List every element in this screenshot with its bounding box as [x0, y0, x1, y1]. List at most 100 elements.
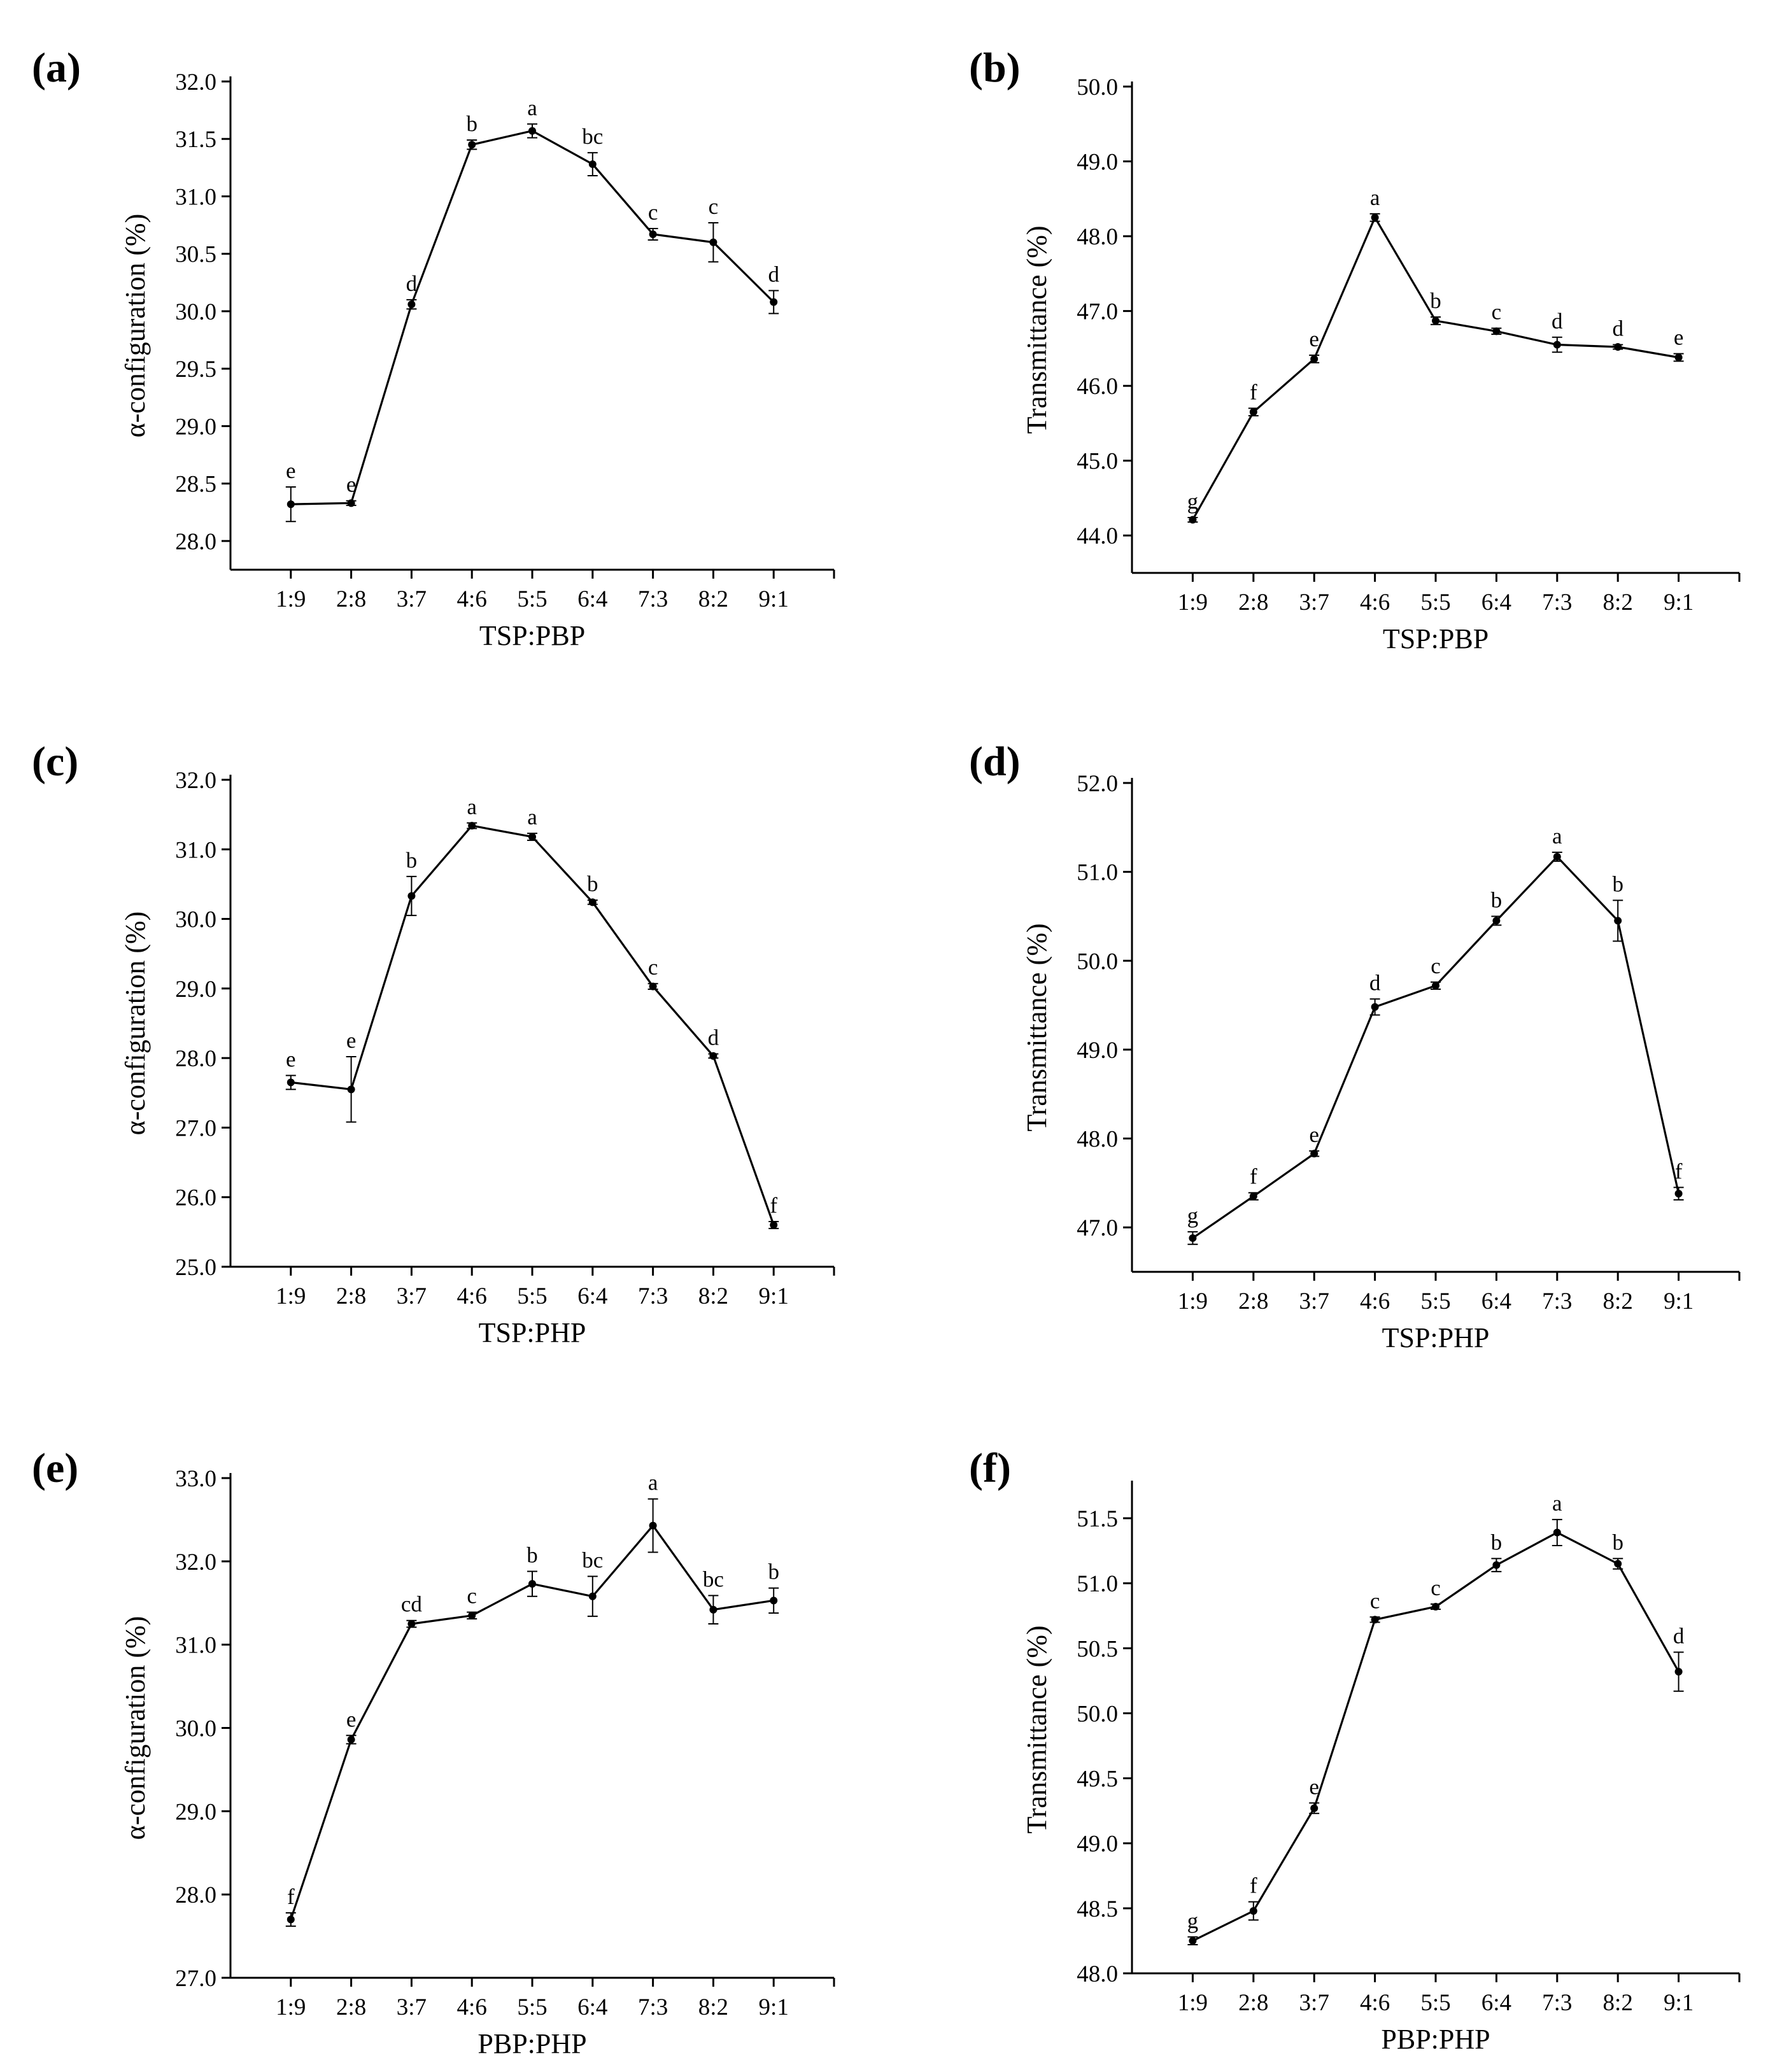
y-axis-title: α-configuration (%) [120, 912, 151, 1136]
data-point [1371, 213, 1379, 222]
x-tick-label: 4:6 [457, 586, 487, 612]
significance-label: e [1309, 1122, 1319, 1147]
x-tick-label: 9:1 [759, 1994, 789, 2020]
x-tick-label: 6:4 [1482, 589, 1511, 616]
significance-label: f [287, 1884, 295, 1909]
significance-label: a [1552, 824, 1562, 849]
data-point [770, 1221, 778, 1229]
x-tick-label: 9:1 [759, 586, 789, 612]
y-tick-label: 49.5 [1077, 1766, 1118, 1793]
significance-label: c [1492, 300, 1502, 325]
x-tick-label: 5:5 [1420, 1990, 1450, 2016]
data-point [1553, 852, 1561, 861]
data-point [1674, 1190, 1683, 1198]
x-tick-label: 1:9 [276, 586, 306, 612]
significance-label: e [1674, 325, 1684, 350]
y-tick-label: 33.0 [175, 1466, 216, 1492]
panel-f: (f) 48.0 48.5 49.0 49.5 50.0 50.5 51.0 51.5 1:9 2:… [969, 1445, 1741, 2055]
x-tick-label: 6:4 [1482, 1288, 1511, 1314]
significance-label: e [286, 1047, 296, 1071]
x-tick-label: 1:9 [276, 1994, 306, 2020]
data-point [407, 892, 416, 900]
x-axis-title: PBP:PHP [1381, 2024, 1490, 2055]
significance-label: e [1309, 1774, 1319, 1799]
x-tick-label: 5:5 [517, 1994, 547, 2020]
significance-label: d [1369, 970, 1381, 995]
x-axis-title: TSP:PHP [1382, 1322, 1490, 1353]
panel-label: (c) [32, 738, 78, 785]
panel-label: (f) [969, 1445, 1011, 1491]
x-axis-title: PBP:PHP [477, 2028, 586, 2059]
data-point [1614, 917, 1622, 925]
panel-label: (b) [969, 45, 1021, 91]
data-point [1249, 408, 1257, 416]
significance-label: b [1491, 1530, 1503, 1554]
y-tick-label: 48.0 [1077, 1961, 1118, 1987]
y-tick-label: 50.0 [1077, 74, 1118, 101]
data-point [347, 1735, 355, 1744]
x-tick-label: 6:4 [577, 1283, 607, 1309]
x-tick-label: 4:6 [1360, 589, 1390, 616]
significance-label: b [1491, 887, 1503, 912]
y-tick-label: 50.5 [1077, 1636, 1118, 1662]
y-tick-label: 31.0 [175, 837, 216, 863]
y-tick-label: 29.0 [175, 976, 216, 1003]
y-axis-title: α-configuration (%) [120, 1616, 151, 1840]
x-tick-label: 3:7 [1299, 1990, 1329, 2016]
x-tick-label: 1:9 [276, 1283, 306, 1309]
x-tick-label: 8:2 [1603, 1990, 1633, 2016]
x-tick-label: 9:1 [1664, 1990, 1694, 2016]
y-tick-label: 48.0 [1077, 1127, 1118, 1153]
x-tick-label: 2:8 [1238, 1288, 1268, 1314]
data-point [1432, 982, 1439, 990]
x-tick-label: 2:8 [1238, 589, 1268, 616]
y-tick-label: 30.0 [175, 907, 216, 933]
series-line [290, 129, 775, 505]
x-tick-label: 6:4 [1482, 1990, 1511, 2016]
x-tick-label: 3:7 [1299, 589, 1329, 616]
data-point [1492, 327, 1501, 335]
x-tick-label: 9:1 [1664, 589, 1694, 616]
y-tick-label: 48.5 [1077, 1896, 1118, 1922]
y-tick-label: 48.0 [1077, 224, 1118, 250]
x-tick-label: 2:8 [336, 1283, 366, 1309]
significance-label: a [527, 805, 537, 829]
panel-label: (a) [32, 45, 81, 91]
significance-label: c [648, 200, 658, 225]
x-tick-label: 2:8 [1238, 1990, 1268, 2016]
y-tick-label: 52.0 [1077, 771, 1118, 797]
x-tick-label: 1:9 [1178, 1990, 1208, 2016]
significance-label: cd [401, 1592, 423, 1617]
y-tick-label: 29.0 [175, 1799, 216, 1825]
y-tick-label: 32.0 [175, 768, 216, 794]
panel-label: (d) [969, 738, 1021, 785]
y-tick-label: 30.0 [175, 299, 216, 325]
y-tick-label: 30.0 [175, 1716, 216, 1742]
significance-label: b [587, 871, 598, 896]
significance-label: e [346, 1707, 357, 1731]
y-tick-label: 45.0 [1077, 449, 1118, 475]
x-tick-label: 8:2 [698, 586, 728, 612]
significance-label: b [1430, 288, 1441, 313]
data-point [709, 238, 718, 246]
significance-label: f [1250, 379, 1257, 404]
y-tick-label: 50.0 [1077, 948, 1118, 975]
panel-label: (e) [32, 1445, 78, 1491]
x-tick-label: 7:3 [1542, 1288, 1572, 1314]
y-tick-label: 30.5 [175, 242, 216, 268]
data-point [1310, 355, 1319, 363]
significance-label: b [527, 1543, 538, 1568]
panel-e: (e) 27.0 28.0 29.0 30.0 31.0 32.0 33.0 1:9 2:8 3:7… [32, 1445, 835, 2059]
y-tick-label: 31.0 [175, 184, 216, 210]
data-point [528, 127, 536, 135]
data-point [1492, 917, 1501, 925]
y-tick-label: 31.5 [175, 127, 216, 153]
x-tick-label: 4:6 [457, 1994, 487, 2020]
x-tick-label: 4:6 [457, 1283, 487, 1309]
x-tick-label: 5:5 [517, 1283, 547, 1309]
series-line [1192, 855, 1680, 1239]
panel-c: (c) 25.0 26.0 27.0 28.0 29.0 30.0 31.0 32.0 1:9 2:… [32, 738, 835, 1348]
y-tick-label: 32.0 [175, 1549, 216, 1575]
data-point [528, 833, 536, 841]
significance-label: d [1673, 1623, 1685, 1648]
